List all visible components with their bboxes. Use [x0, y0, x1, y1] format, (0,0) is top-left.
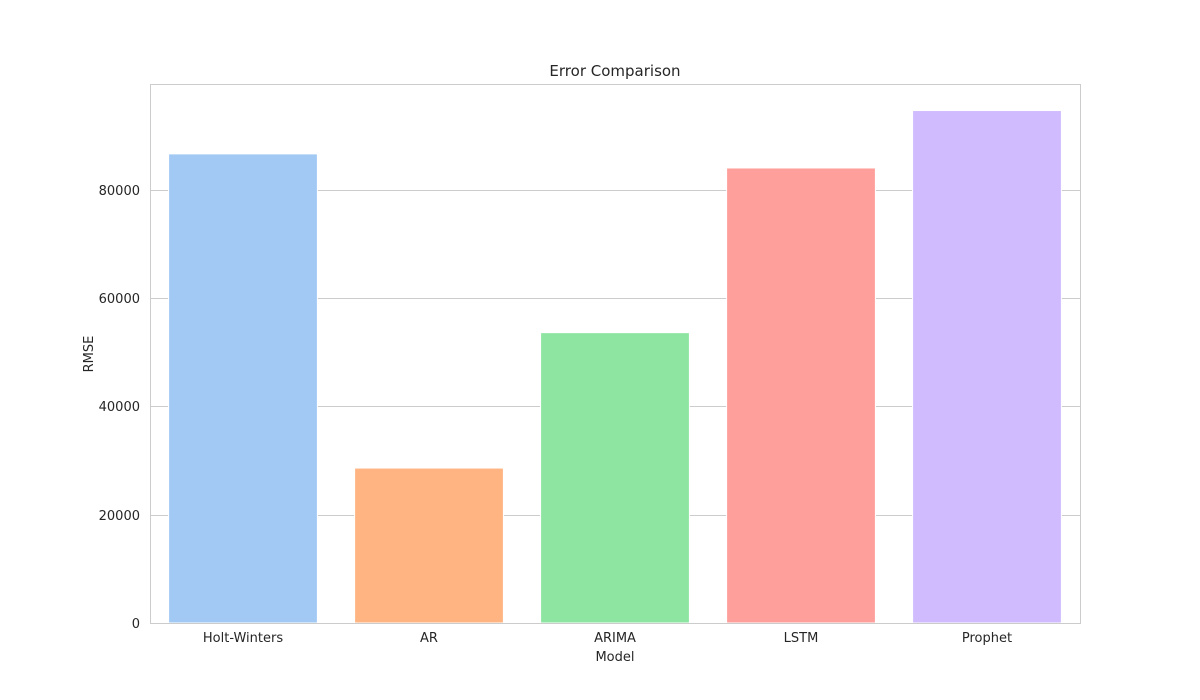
y-tick-label: 80000 [99, 184, 140, 199]
x-axis-label: Model [595, 650, 634, 665]
plot-frame [150, 84, 1081, 624]
x-axis-ticks: Holt-Winters AR ARIMA LSTM Prophet [203, 631, 1012, 646]
y-tick-label: 20000 [99, 509, 140, 524]
bar-lstm [726, 167, 876, 624]
x-tick-label: AR [420, 631, 438, 646]
bar-arima [540, 332, 690, 624]
bars [168, 110, 1062, 624]
x-tick-label: LSTM [784, 631, 819, 646]
x-tick-label: ARIMA [594, 631, 636, 646]
x-tick-label: Prophet [962, 631, 1012, 646]
y-axis-label: RMSE [82, 336, 97, 373]
bar-prophet [912, 110, 1062, 624]
y-axis-ticks: 0 20000 40000 60000 80000 [99, 184, 140, 632]
y-tick-label: 60000 [99, 292, 140, 307]
y-tick-label: 0 [132, 617, 140, 632]
x-tick-label: Holt-Winters [203, 631, 283, 646]
chart-title: Error Comparison [549, 62, 680, 80]
bar-ar [354, 467, 504, 624]
bar-holt-winters [168, 153, 318, 624]
y-tick-label: 40000 [99, 400, 140, 415]
